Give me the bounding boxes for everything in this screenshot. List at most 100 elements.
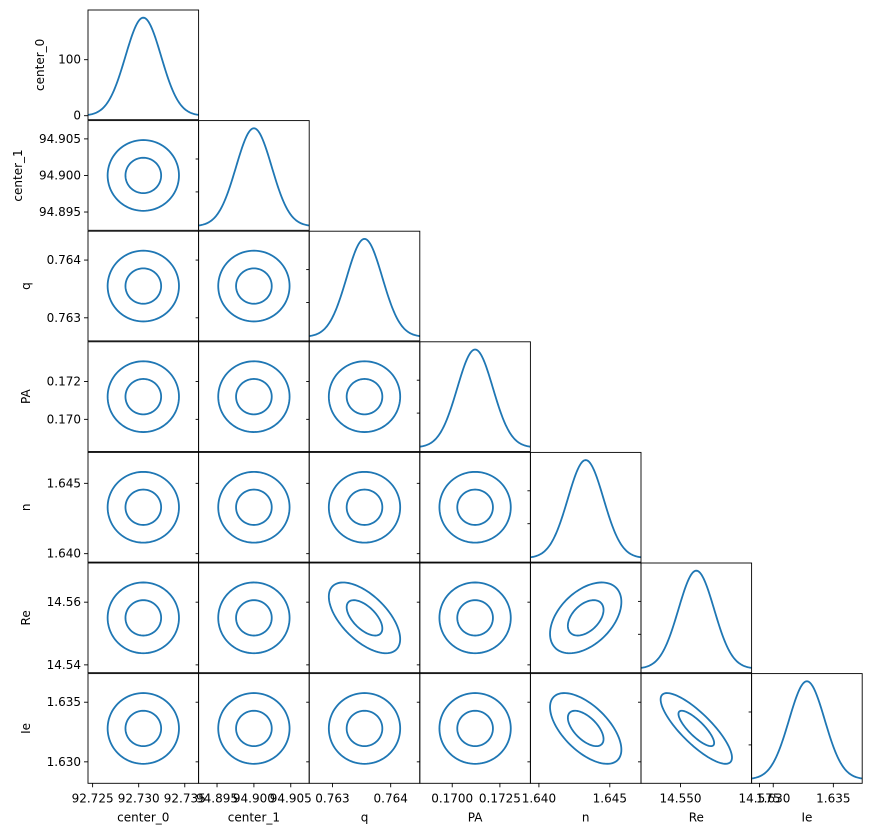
panel-frame-n-vs-center_1 [198,451,310,563]
panel-frame-n-vs-q [308,451,421,563]
xtick-label-center_1: 94.895 [196,791,238,805]
contour-2sigma-Ie-vs-q [327,692,402,765]
contour-1sigma-Re-vs-center_1 [235,599,273,637]
contour-2sigma-Re-vs-q [327,581,402,655]
panel-frame-Ie-vs-Ie [751,673,863,784]
panel-frame-Re-vs-center_1 [198,562,310,674]
ytick-label-q: 0.763 [47,311,81,325]
contour-1sigma-Ie-vs-Re [677,709,716,748]
density-curve-center_1 [198,127,310,227]
xlabel-Ie: Ie [801,810,812,824]
contour-2sigma-n-vs-center_1 [217,470,291,544]
xtick-label-center_1: 94.900 [233,791,275,805]
contour-1sigma-PA-vs-center_1 [235,378,273,416]
density-curve-PA [419,348,531,448]
contour-1sigma-n-vs-PA [456,488,494,526]
panel-frame-Re-vs-PA [419,562,531,674]
contour-1sigma-q-vs-center_0 [124,267,163,305]
ylabel-Re: Re [19,610,33,625]
ytick-label-center_0: 0 [73,109,81,123]
density-curve-Ie [751,680,863,780]
contour-2sigma-Re-vs-PA [438,581,512,655]
contour-1sigma-n-vs-q [345,488,384,526]
xtick-label-PA: 0.1725 [479,791,521,805]
panel-frame-center_1-vs-center_1 [198,120,310,231]
ytick-label-n: 1.640 [47,547,81,561]
density-curve-Re [640,569,752,669]
panel-frame-PA-vs-center_0 [87,341,200,452]
xtick-label-center_0: 92.725 [72,791,114,805]
ylabel-n: n [19,503,33,511]
contour-1sigma-q-vs-center_1 [235,267,273,305]
contour-1sigma-Ie-vs-n [566,709,605,748]
panel-frame-n-vs-n [529,451,642,563]
panel-frame-Re-vs-center_0 [87,562,200,674]
xtick-label-center_1: 94.905 [270,791,312,805]
ytick-label-Ie: 1.630 [47,755,81,769]
panel-frame-Ie-vs-center_0 [87,673,200,784]
ytick-label-Re: 14.56 [47,595,81,609]
xlabel-PA: PA [468,810,483,824]
xtick-label-Re: 14.575 [739,791,781,805]
contour-2sigma-n-vs-PA [438,470,512,544]
contour-2sigma-Re-vs-center_1 [217,581,291,655]
panel-frame-Ie-vs-PA [419,673,531,784]
contour-1sigma-Ie-vs-q [345,709,384,748]
contour-2sigma-PA-vs-q [327,360,402,433]
contour-2sigma-n-vs-q [327,470,402,544]
xtick-label-q: 0.764 [374,791,408,805]
xtick-label-n: 1.640 [522,791,556,805]
panel-frame-Re-vs-Re [640,562,753,674]
ytick-label-Re: 14.54 [47,658,81,672]
panel-frame-Ie-vs-Re [640,673,753,784]
panel-frame-center_0-vs-center_0 [87,9,200,121]
contour-2sigma-Ie-vs-center_0 [106,692,180,765]
ytick-label-n: 1.645 [47,476,81,490]
panel-frame-q-vs-q [308,230,421,342]
panel-frame-n-vs-PA [419,451,531,563]
xtick-label-Ie: 1.630 [756,791,790,805]
contour-2sigma-PA-vs-center_1 [217,360,291,433]
xtick-label-n: 1.645 [593,791,627,805]
ytick-label-Ie: 1.635 [47,695,81,709]
contour-1sigma-PA-vs-q [345,378,384,416]
panel-frame-Ie-vs-q [308,673,421,784]
xlabel-n: n [582,810,590,824]
contour-2sigma-q-vs-center_0 [106,249,180,323]
contour-1sigma-Ie-vs-PA [456,709,494,748]
labels-layer: 0100center_094.89594.90094.905center_10.… [11,39,851,825]
xtick-label-Ie: 1.635 [816,791,850,805]
xtick-label-Re: 14.550 [660,791,702,805]
contour-1sigma-Ie-vs-center_1 [235,709,273,748]
density-curve-n [530,459,642,559]
contour-1sigma-Re-vs-PA [456,599,494,637]
panel-frame-q-vs-center_0 [87,230,200,342]
contour-1sigma-Re-vs-center_0 [124,599,163,637]
contour-2sigma-n-vs-center_0 [106,470,180,544]
contour-1sigma-Ie-vs-center_0 [124,709,163,748]
contour-2sigma-Ie-vs-n [549,692,623,765]
contour-1sigma-n-vs-center_0 [124,488,163,526]
contour-1sigma-center_1-vs-center_0 [124,156,163,195]
panel-frame-Re-vs-n [529,562,642,674]
ylabel-PA: PA [19,389,33,404]
contour-1sigma-Re-vs-n [566,599,605,637]
ytick-label-center_1: 94.900 [39,168,81,182]
panel-frame-Ie-vs-n [529,673,642,784]
panels-layer [87,9,863,784]
ytick-label-PA: 0.170 [47,412,81,426]
panel-frame-PA-vs-PA [419,341,531,452]
density-curve-center_0 [87,16,199,116]
contour-1sigma-PA-vs-center_0 [124,378,163,416]
panel-frame-q-vs-center_1 [198,230,310,342]
xtick-label-center_0: 92.730 [118,791,160,805]
panel-frame-n-vs-center_0 [87,451,200,563]
ylabel-center_1: center_1 [11,149,25,201]
xtick-label-center_0: 92.735 [164,791,206,805]
ytick-label-center_0: 100 [58,53,81,67]
contour-2sigma-Re-vs-n [549,581,623,655]
contour-2sigma-center_1-vs-center_0 [106,139,180,212]
contour-2sigma-Ie-vs-PA [438,692,512,765]
contour-1sigma-n-vs-center_1 [235,488,273,526]
